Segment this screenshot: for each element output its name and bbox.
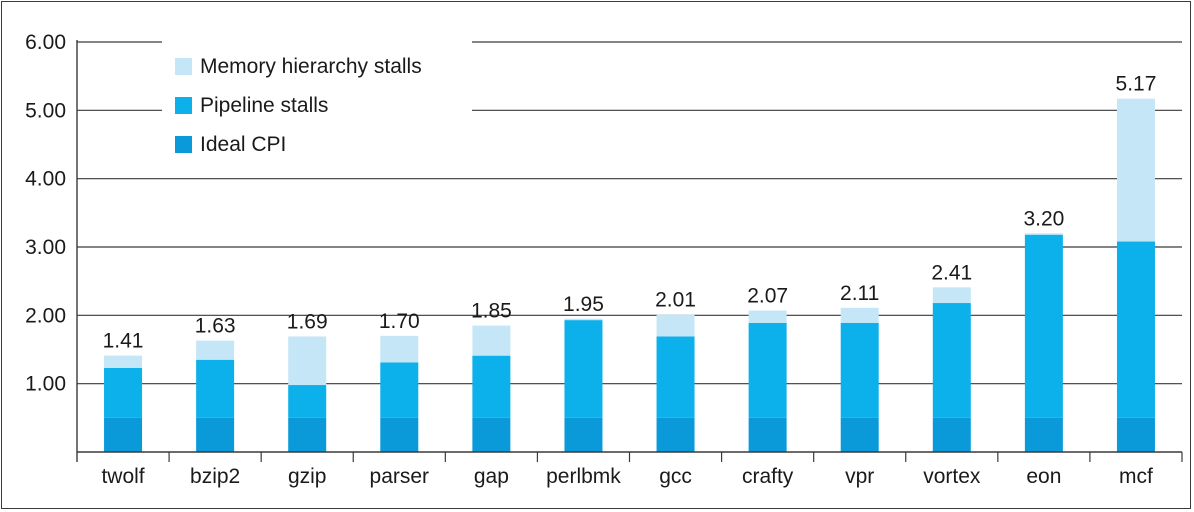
bar-segment-memory-hierarchy-stalls — [932, 287, 971, 304]
bar-segment-ideal-cpi — [656, 417, 695, 452]
bar-segment-memory-hierarchy-stalls — [380, 335, 419, 363]
x-tick-label: parser — [370, 465, 430, 488]
bar-segment-pipeline-stalls — [840, 322, 879, 418]
y-tick-label: 1.00 — [25, 373, 66, 396]
bar-segment-memory-hierarchy-stalls — [840, 307, 879, 323]
legend-label: Memory hierarchy stalls — [200, 55, 422, 78]
bar-segment-pipeline-stalls — [288, 385, 327, 418]
bar-segment-pipeline-stalls — [104, 367, 143, 418]
bar-total-label: 2.11 — [840, 282, 879, 305]
bar-total-label: 2.07 — [747, 285, 788, 308]
y-tick-label: 3.00 — [25, 236, 66, 259]
legend-swatch — [175, 136, 192, 153]
x-tick-label: bzip2 — [190, 465, 240, 488]
bar-segment-ideal-cpi — [748, 417, 787, 452]
y-tick-label: 2.00 — [25, 304, 66, 327]
bars — [104, 98, 1155, 452]
legend-swatch — [175, 97, 192, 114]
bar-segment-pipeline-stalls — [472, 355, 511, 418]
bar-segment-ideal-cpi — [1024, 417, 1063, 452]
x-tick-label: eon — [1026, 465, 1061, 488]
bar-total-label: 1.63 — [195, 315, 236, 338]
bar-total-label: 1.95 — [563, 293, 604, 316]
x-tick-label: vpr — [845, 465, 874, 488]
bar-segment-ideal-cpi — [288, 417, 327, 452]
bar-segment-memory-hierarchy-stalls — [196, 340, 235, 360]
x-tick-label: gap — [474, 465, 509, 488]
bar-segment-pipeline-stalls — [564, 320, 603, 418]
axes — [76, 40, 1183, 462]
bar-total-label: 2.01 — [655, 289, 696, 312]
bar-segment-ideal-cpi — [196, 417, 235, 452]
bar-total-label: 3.20 — [1023, 207, 1064, 230]
legend-label: Ideal CPI — [200, 133, 286, 156]
bar-segment-ideal-cpi — [472, 417, 511, 452]
x-tick-label: gcc — [659, 465, 692, 488]
bar-segment-memory-hierarchy-stalls — [472, 325, 511, 356]
bar-segment-ideal-cpi — [1116, 417, 1155, 452]
bar-segment-pipeline-stalls — [196, 359, 235, 418]
bar-segment-memory-hierarchy-stalls — [656, 314, 695, 337]
bar-segment-ideal-cpi — [564, 417, 603, 452]
bar-total-label: 1.69 — [287, 311, 328, 334]
x-tick-label: vortex — [923, 465, 981, 488]
labels: 6.00 5.00 4.00 3.00 2.00 1.00 1.41 twolf 1.63 bzi… — [25, 31, 1156, 488]
bar-segment-ideal-cpi — [380, 417, 419, 452]
legend-label: Pipeline stalls — [200, 94, 328, 117]
bar-total-label: 5.17 — [1116, 73, 1157, 96]
bar-segment-memory-hierarchy-stalls — [1024, 233, 1063, 235]
x-tick-label: crafty — [742, 465, 794, 488]
x-tick-label: twolf — [101, 465, 144, 488]
legend: Memory hierarchy stalls Pipeline stalls Id… — [175, 55, 422, 156]
bar-segment-ideal-cpi — [840, 417, 879, 452]
bar-segment-memory-hierarchy-stalls — [288, 336, 327, 386]
y-tick-label: 5.00 — [25, 99, 66, 122]
x-tick-label: perlbmk — [546, 465, 621, 488]
bar-segment-ideal-cpi — [932, 417, 971, 452]
bar-total-label: 1.41 — [103, 330, 144, 353]
bar-total-label: 1.70 — [379, 310, 420, 333]
y-tick-label: 6.00 — [25, 31, 66, 54]
bar-segment-pipeline-stalls — [380, 362, 419, 418]
bar-segment-pipeline-stalls — [748, 322, 787, 418]
y-tick-label: 4.00 — [25, 168, 66, 191]
gridlines — [77, 41, 1182, 385]
legend-swatch — [175, 58, 192, 75]
bar-segment-pipeline-stalls — [656, 336, 695, 418]
bar-segment-memory-hierarchy-stalls — [1116, 98, 1155, 242]
bar-segment-ideal-cpi — [104, 417, 143, 452]
x-tick-label: gzip — [288, 465, 327, 488]
bar-segment-memory-hierarchy-stalls — [104, 355, 143, 368]
bar-segment-pipeline-stalls — [1024, 234, 1063, 418]
bar-segment-pipeline-stalls — [1116, 241, 1155, 418]
bar-segment-memory-hierarchy-stalls — [564, 318, 603, 321]
bar-segment-pipeline-stalls — [932, 303, 971, 418]
bar-total-label: 1.85 — [471, 300, 512, 323]
x-tick-label: mcf — [1119, 465, 1153, 488]
bar-segment-memory-hierarchy-stalls — [748, 310, 787, 323]
bar-total-label: 2.41 — [931, 261, 972, 284]
